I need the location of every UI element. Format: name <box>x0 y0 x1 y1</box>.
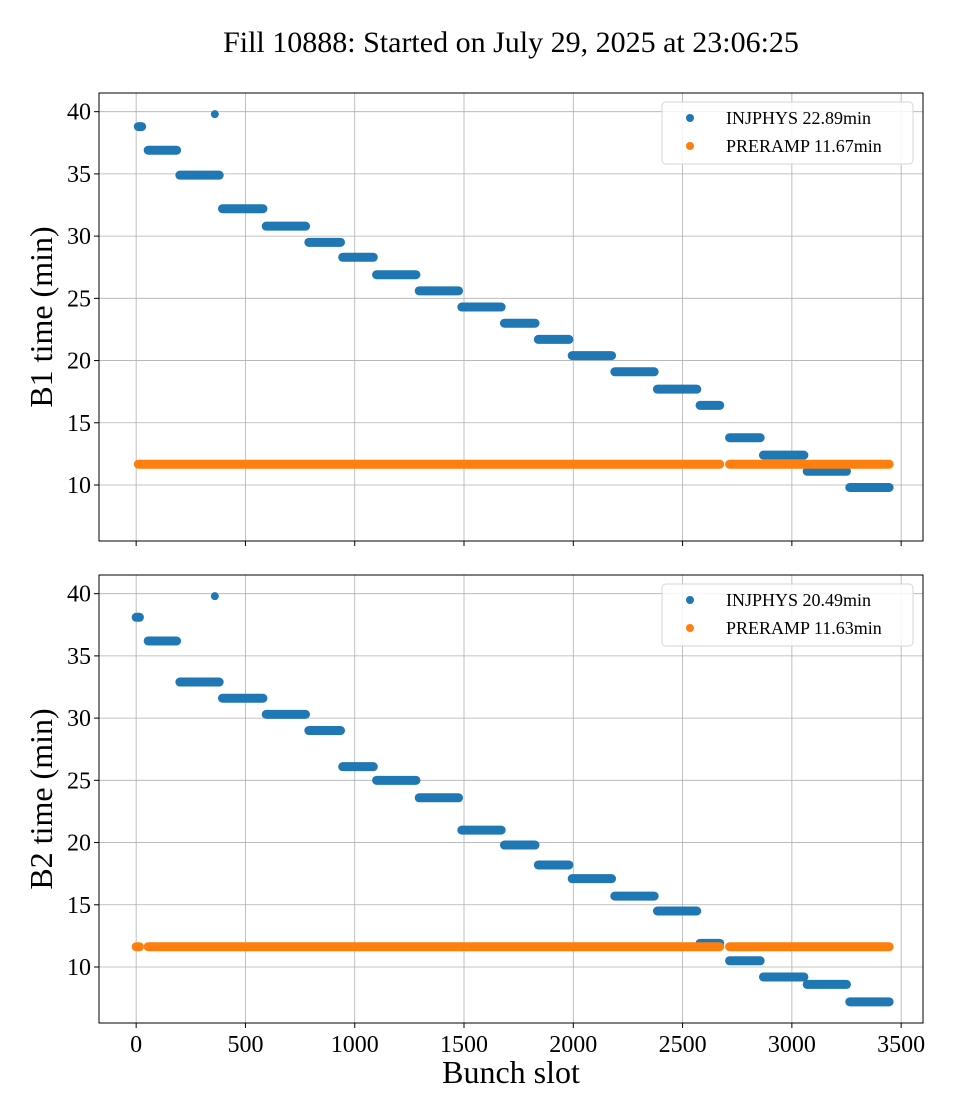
x-tick-label: 500 <box>227 1032 263 1058</box>
x-axis-label: Bunch slot <box>442 1054 580 1090</box>
x-tick-label: 1000 <box>331 1032 379 1058</box>
legend-marker <box>686 114 694 122</box>
y-tick-label: 10 <box>67 473 91 499</box>
legend-box <box>661 583 914 647</box>
legend-marker <box>686 142 694 150</box>
x-tick-label: 2000 <box>549 1032 597 1058</box>
data-point <box>210 110 219 119</box>
data-point <box>210 592 219 601</box>
y-tick-label: 15 <box>67 893 91 919</box>
y-tick-label: 30 <box>67 224 91 250</box>
y-tick-label: 25 <box>67 286 91 312</box>
legend: INJPHYS 22.89min PRERAMP 11.67min <box>661 101 914 165</box>
legend-label: PRERAMP 11.67min <box>726 136 882 156</box>
panel-2: 0 500 1000 1500 2000 2500 3000 3500 10 15 20 25 30 35… <box>23 574 925 1058</box>
y-tick-label: 20 <box>67 831 91 857</box>
y-axis-label: B2 time (min) <box>23 708 59 889</box>
x-tick-label: 3500 <box>877 1032 925 1058</box>
y-axis-label: B1 time (min) <box>23 226 59 407</box>
legend-marker <box>686 624 694 632</box>
x-tick-label: 2500 <box>659 1032 707 1058</box>
y-tick-label: 15 <box>67 411 91 437</box>
axes-frame <box>98 574 924 1024</box>
y-tick-label: 10 <box>67 955 91 981</box>
x-tick-label: 1500 <box>440 1032 488 1058</box>
legend: INJPHYS 20.49min PRERAMP 11.63min <box>661 583 914 647</box>
legend-label: INJPHYS 22.89min <box>726 108 871 128</box>
legend-marker <box>686 596 694 604</box>
y-tick-label: 40 <box>67 582 91 608</box>
chart-title: Fill 10888: Started on July 29, 2025 at … <box>223 26 799 59</box>
legend-label: PRERAMP 11.63min <box>726 618 882 638</box>
series-injphys <box>133 110 894 492</box>
axes-frame <box>98 92 924 542</box>
y-tick-label: 35 <box>67 162 91 188</box>
y-tick-label: 40 <box>67 100 91 126</box>
panel-1: 10 15 20 25 30 35 40 B1 time (min) INJPHYS 22.89… <box>23 92 924 546</box>
x-tick-label: 0 <box>130 1032 142 1058</box>
legend-box <box>661 101 914 165</box>
y-tick-label: 20 <box>67 349 91 375</box>
x-tick-label: 3000 <box>768 1032 816 1058</box>
y-tick-label: 25 <box>67 768 91 794</box>
y-tick-label: 35 <box>67 644 91 670</box>
legend-label: INJPHYS 20.49min <box>726 590 871 610</box>
series-injphys <box>131 592 894 1007</box>
y-tick-label: 30 <box>67 706 91 732</box>
